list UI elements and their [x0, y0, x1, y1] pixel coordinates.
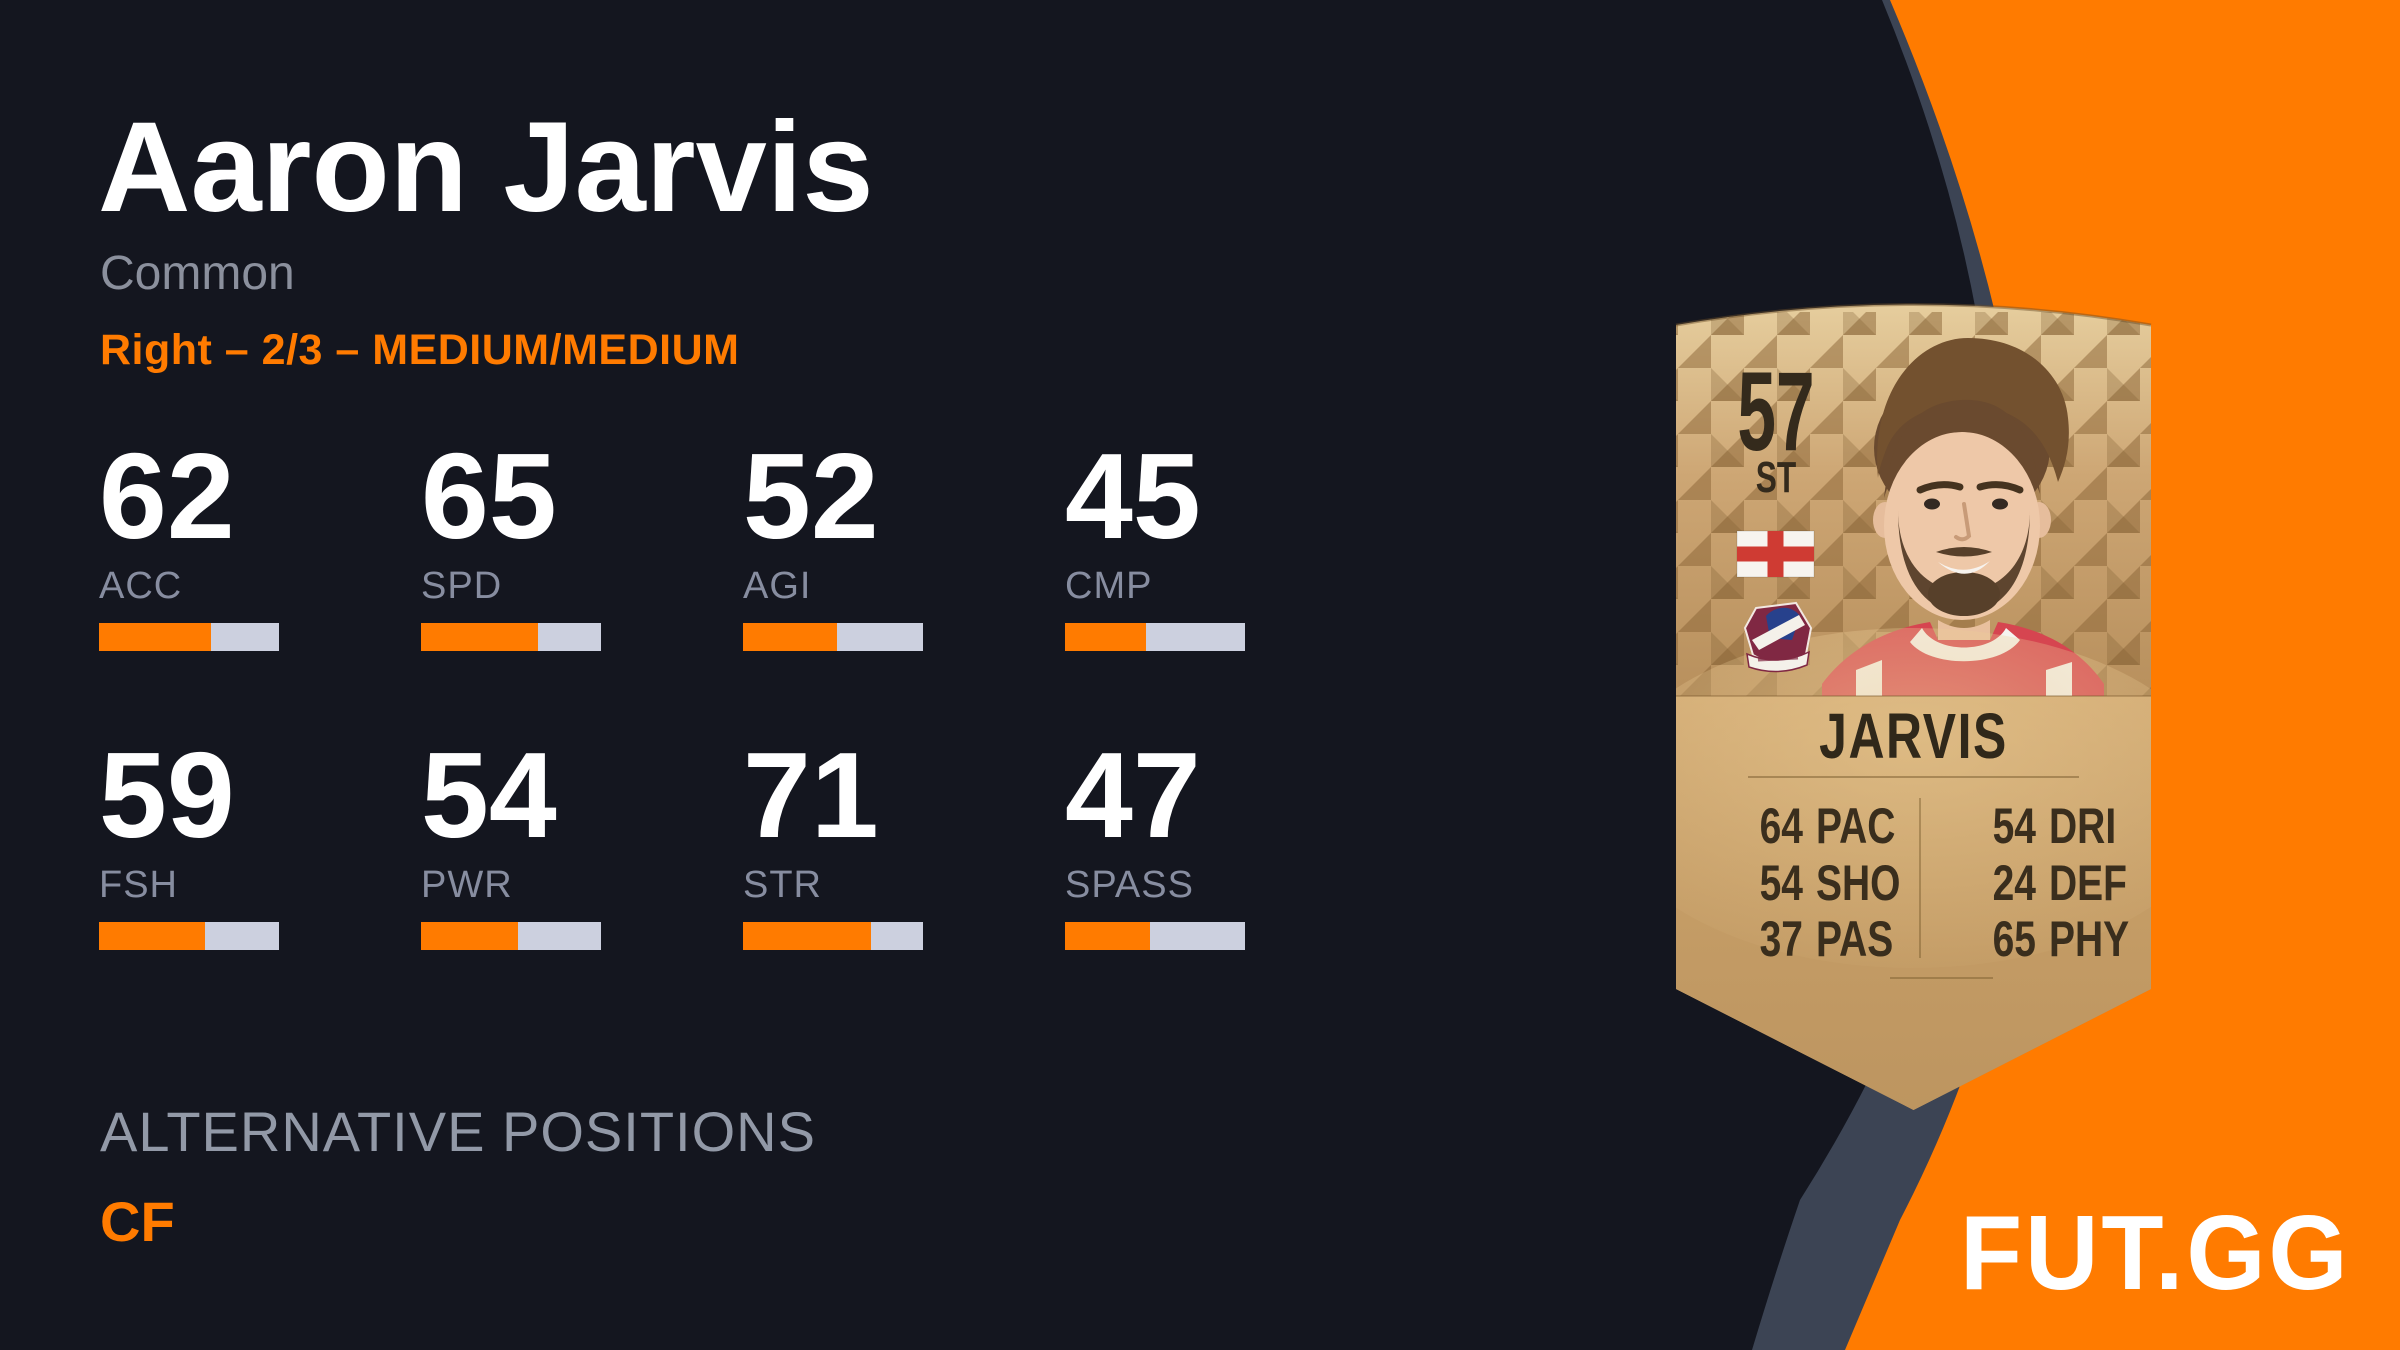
- svg-text:54: 54: [1760, 854, 1803, 911]
- attribute-bar-fill: [743, 623, 837, 651]
- attribute-bar: [743, 623, 923, 651]
- attribute-value: 65: [421, 428, 557, 564]
- attribute-bar-fill: [421, 922, 519, 950]
- attribute-cell-cmp: 45 CMP: [1065, 435, 1387, 651]
- svg-text:37: 37: [1760, 910, 1803, 967]
- attribute-bar: [421, 922, 601, 950]
- svg-text:64: 64: [1760, 797, 1803, 854]
- england-flag-icon: [1736, 530, 1815, 578]
- attribute-label: CMP: [1065, 565, 1153, 607]
- attribute-bar: [421, 623, 601, 651]
- svg-text:PAC: PAC: [1816, 797, 1895, 854]
- futgg-logo[interactable]: FUT.GG: [1960, 1194, 2351, 1312]
- svg-text:54: 54: [1993, 797, 2036, 854]
- attribute-value: 59: [99, 727, 235, 863]
- attribute-cell-agi: 52 AGI: [743, 435, 1065, 651]
- attribute-cell-fsh: 59 FSH: [99, 734, 421, 950]
- attribute-value: 52: [743, 428, 879, 564]
- attribute-bar: [743, 922, 923, 950]
- svg-text:DEF: DEF: [2049, 854, 2127, 911]
- attribute-cell-str: 71 STR: [743, 734, 1065, 950]
- alternative-positions-title: ALTERNATIVE POSITIONS: [100, 1100, 816, 1163]
- attribute-cell-acc: 62 ACC: [99, 435, 421, 651]
- attribute-bar-fill: [99, 922, 206, 950]
- svg-text:DRI: DRI: [2049, 797, 2116, 854]
- attribute-bar: [1065, 623, 1245, 651]
- svg-text:24: 24: [1993, 854, 2036, 911]
- card-rating: 57: [1737, 349, 1814, 474]
- attribute-bar: [99, 623, 279, 651]
- svg-text:PAS: PAS: [1816, 910, 1893, 967]
- attribute-bar-fill: [421, 623, 538, 651]
- svg-text:JARVIS: JARVIS: [1819, 701, 2008, 772]
- svg-text:SHO: SHO: [1816, 854, 1901, 911]
- attribute-label: PWR: [421, 864, 513, 906]
- attribute-label: SPD: [421, 565, 503, 607]
- attribute-value: 47: [1065, 727, 1201, 863]
- attribute-cell-pwr: 54 PWR: [421, 734, 743, 950]
- player-details-line: Right – 2/3 – MEDIUM/MEDIUM: [100, 326, 740, 374]
- attribute-label: AGI: [743, 565, 812, 607]
- svg-text:ST: ST: [1756, 453, 1796, 502]
- card-stats: 64 PAC 54 SHO 37 PAS 54 DRI 24 DEF 65 PH…: [1760, 797, 2130, 967]
- attribute-bar: [99, 922, 279, 950]
- card-position: ST: [1756, 453, 1796, 502]
- attribute-cell-spass: 47 SPASS: [1065, 734, 1387, 950]
- player-name: Aaron Jarvis: [98, 96, 874, 239]
- attribute-value: 62: [99, 428, 235, 564]
- attribute-value: 71: [743, 727, 879, 863]
- dark-panel: [0, 0, 1999, 1350]
- attribute-bar: [1065, 922, 1245, 950]
- rarity-label: Common: [100, 247, 295, 300]
- attribute-bar-fill: [1065, 922, 1150, 950]
- attribute-label: FSH: [99, 864, 178, 906]
- attribute-label: STR: [743, 864, 822, 906]
- attribute-label: ACC: [99, 565, 183, 607]
- fut-player-card: 57 ST JARVIS 64 PAC 54 SHO: [1675, 303, 2152, 1110]
- attribute-grid: 62 ACC 65 SPD 52 AGI 45 CMP 59 FSH 54 PW…: [99, 435, 1387, 950]
- attribute-bar-fill: [743, 922, 871, 950]
- attribute-bar-fill: [1065, 623, 1146, 651]
- attribute-cell-spd: 65 SPD: [421, 435, 743, 651]
- scunthorpe-united-crest-icon: [1743, 601, 1813, 673]
- attribute-bar-fill: [99, 623, 211, 651]
- card-top-rim: [1675, 303, 2152, 327]
- svg-text:57: 57: [1737, 349, 1814, 474]
- card-player-name: JARVIS: [1819, 701, 2008, 772]
- alternative-position-cf: CF: [100, 1190, 175, 1253]
- svg-text:65: 65: [1993, 910, 2036, 967]
- attribute-value: 45: [1065, 428, 1201, 564]
- attribute-value: 54: [421, 727, 557, 863]
- attribute-label: SPASS: [1065, 864, 1194, 906]
- svg-text:PHY: PHY: [2049, 910, 2129, 967]
